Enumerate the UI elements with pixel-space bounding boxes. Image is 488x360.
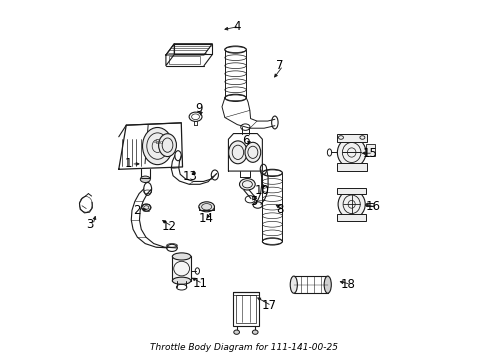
Ellipse shape [337, 190, 365, 219]
Ellipse shape [239, 179, 255, 190]
Text: 5: 5 [249, 195, 257, 208]
Text: 3: 3 [86, 218, 94, 231]
Text: 17: 17 [261, 299, 276, 312]
Bar [172, 256, 190, 281]
Bar [365, 144, 374, 156]
Ellipse shape [290, 276, 297, 293]
Ellipse shape [337, 138, 365, 167]
Text: 13: 13 [183, 170, 197, 183]
Ellipse shape [172, 277, 190, 284]
Text: 1: 1 [124, 157, 132, 170]
Text: 12: 12 [162, 220, 177, 233]
Text: 15: 15 [362, 147, 377, 160]
Bar [337, 188, 365, 194]
Text: 7: 7 [276, 59, 284, 72]
Ellipse shape [228, 141, 247, 164]
Ellipse shape [142, 204, 151, 211]
Text: 6: 6 [242, 134, 249, 147]
Ellipse shape [244, 142, 260, 162]
Text: 2: 2 [133, 204, 141, 217]
Ellipse shape [324, 276, 331, 293]
Ellipse shape [140, 176, 150, 183]
Text: 4do: 4do [153, 140, 163, 145]
Bar [337, 214, 365, 221]
Text: 8: 8 [276, 203, 284, 216]
Text: 18: 18 [340, 278, 355, 291]
Text: 11: 11 [192, 277, 207, 290]
Text: 14: 14 [198, 212, 213, 225]
Ellipse shape [233, 330, 239, 334]
Text: Throttle Body Diagram for 111-141-00-25: Throttle Body Diagram for 111-141-00-25 [150, 343, 338, 352]
Ellipse shape [252, 330, 258, 334]
Ellipse shape [198, 202, 214, 212]
Ellipse shape [172, 253, 190, 260]
Ellipse shape [142, 127, 172, 165]
Bar [293, 276, 327, 293]
Text: 4: 4 [232, 20, 240, 33]
Bar [336, 163, 366, 171]
Text: 10: 10 [254, 184, 268, 197]
Text: 16: 16 [365, 200, 380, 213]
Ellipse shape [158, 134, 176, 157]
Text: 9: 9 [195, 102, 202, 115]
Bar [233, 292, 258, 326]
Bar [169, 56, 200, 64]
Bar [235, 295, 255, 323]
Bar [336, 134, 366, 142]
